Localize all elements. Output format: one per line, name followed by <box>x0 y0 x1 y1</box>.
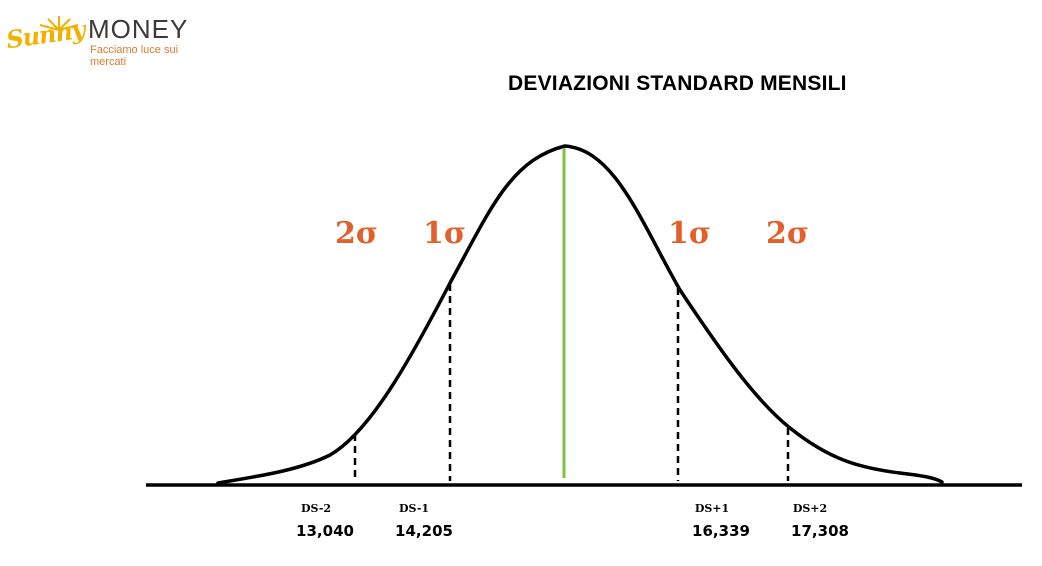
sigma-label-right-2: 2σ <box>766 216 809 251</box>
marker-value-ds-minus-1: 14,205 <box>395 522 453 540</box>
sigma-label-right-1: 1σ <box>668 216 711 251</box>
marker-value-ds-minus-2: 13,040 <box>296 522 354 540</box>
marker-label-ds-minus-1: DS-1 <box>398 502 430 515</box>
normal-distribution-curve <box>216 144 944 485</box>
marker-label-ds-plus-2: DS+2 <box>792 502 828 515</box>
marker-label-ds-plus-1: DS+1 <box>694 502 730 515</box>
sigma-label-left-1: 1σ <box>423 216 466 251</box>
marker-value-ds-plus-2: 17,308 <box>791 522 849 540</box>
logo-tagline: Facciamo luce sui mercati <box>90 44 179 68</box>
sun-icon <box>39 16 79 31</box>
sunny-money-logo: Sunny MONEY Facciamo luce sui mercati <box>4 12 204 68</box>
logo-word-money: MONEY <box>88 14 189 44</box>
diagram-title: DEVIAZIONI STANDARD MENSILI <box>508 72 847 95</box>
sigma-label-left-2: 2σ <box>335 216 378 251</box>
marker-value-ds-plus-1: 16,339 <box>692 522 750 540</box>
marker-label-ds-minus-2: DS-2 <box>300 502 332 515</box>
